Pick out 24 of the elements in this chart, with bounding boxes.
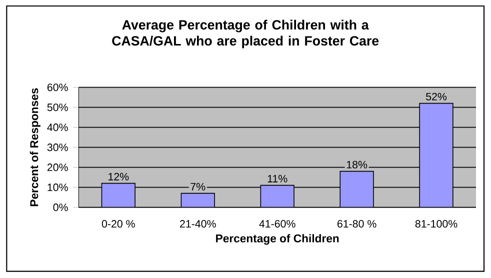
x-axis-title: Percentage of Children [216,234,339,245]
y-tick-label: 30% [47,144,68,152]
x-tick-label: 41-60% [259,220,296,228]
y-tick-label: 40% [47,124,68,132]
bar [260,184,294,208]
y-tick-label: 0% [53,204,68,212]
y-tick-label: 60% [47,84,68,92]
chart-title: Average Percentage of Children with a CASA/GAL who are placed in Foster Care [112,20,379,48]
data-label: 52% [426,92,447,100]
y-tick-label: 50% [47,104,68,112]
x-tick-label: 21-40% [180,220,216,228]
data-label: 18% [346,160,368,168]
y-axis-title: Percent of Responses [30,88,40,206]
x-tick-label: 0-20 % [102,220,135,228]
bar [340,170,374,208]
data-label: 12% [108,172,129,180]
bar [419,102,454,208]
x-tick-label: 61-80 % [337,220,376,228]
x-tick-label: 81-100% [415,220,458,228]
y-tick-label: 20% [47,164,68,172]
y-tick-label: 10% [48,184,68,192]
bar [181,193,215,208]
data-label: 7% [190,182,206,190]
data-label: 11% [268,174,288,182]
